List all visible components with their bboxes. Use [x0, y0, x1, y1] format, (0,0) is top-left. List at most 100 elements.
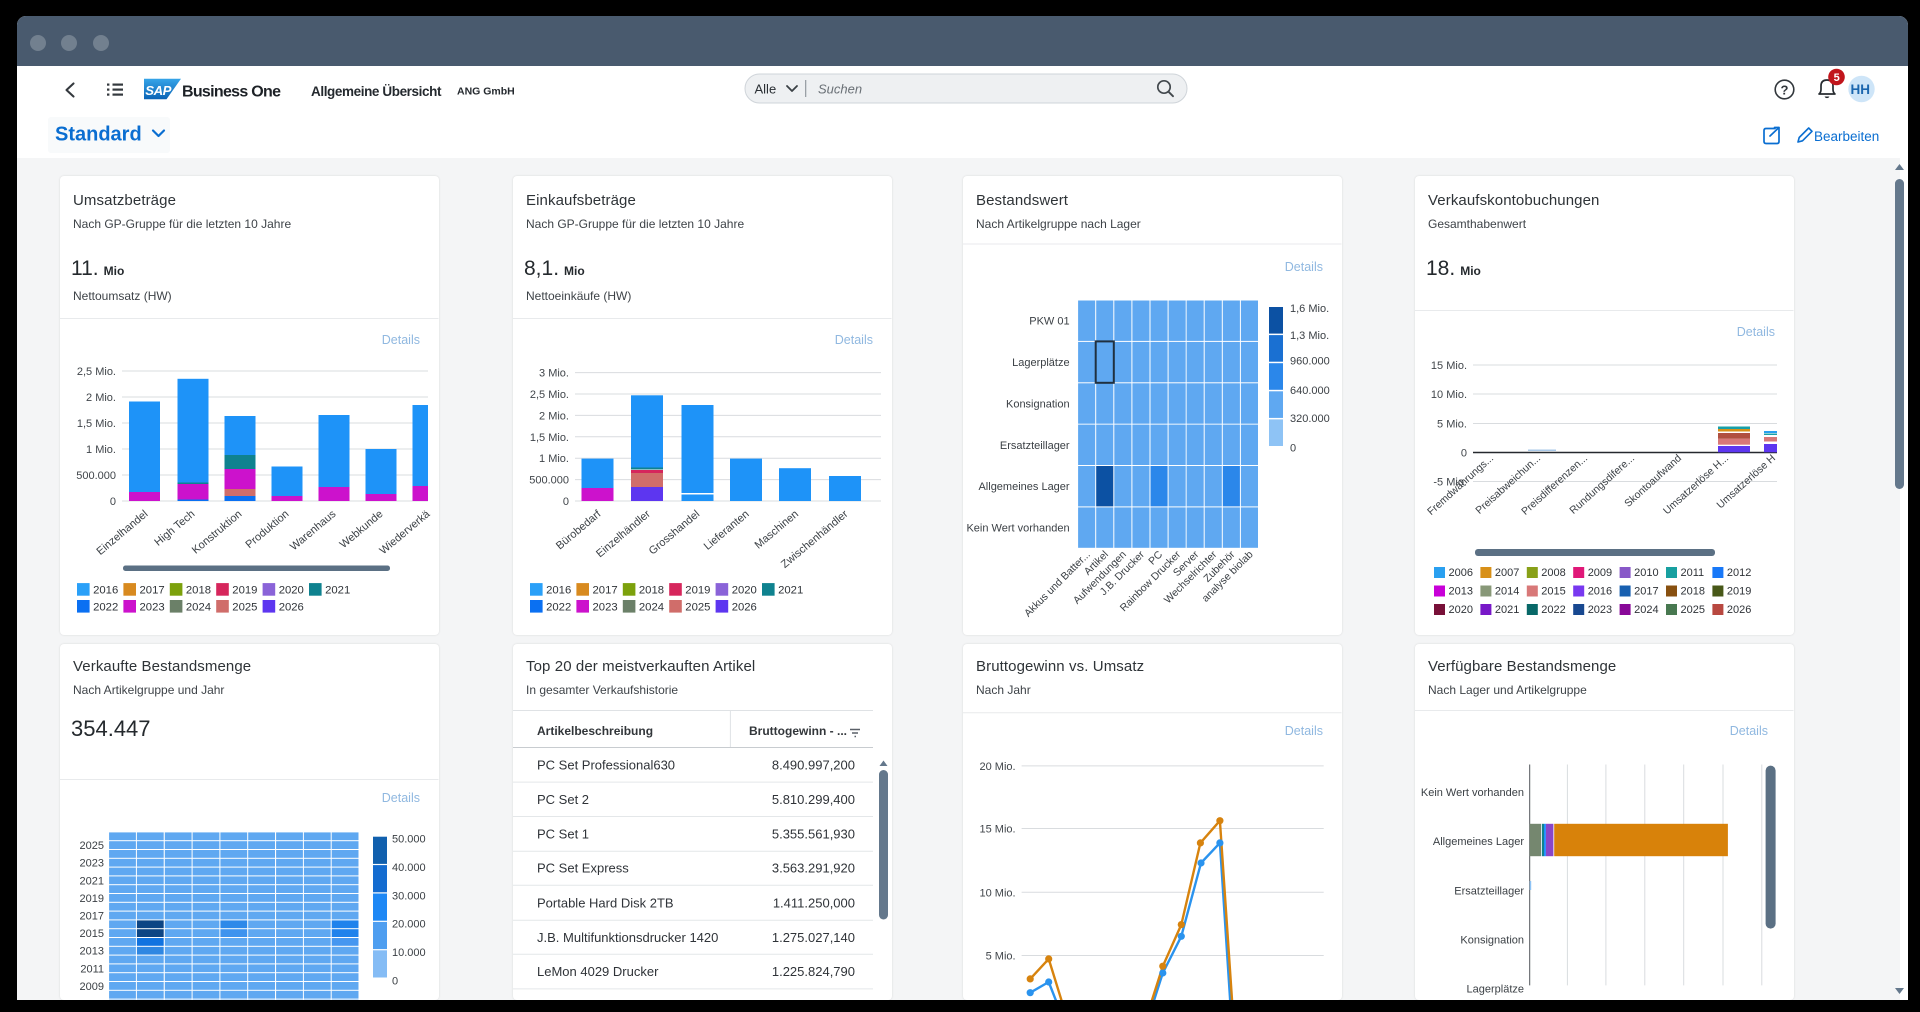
- svg-text:1,5 Mio.: 1,5 Mio.: [77, 418, 116, 430]
- svg-text:Allgemeines Lager: Allgemeines Lager: [978, 481, 1069, 493]
- svg-text:2012: 2012: [1727, 567, 1751, 579]
- svg-text:2013: 2013: [1449, 586, 1473, 598]
- svg-text:2022: 2022: [93, 602, 118, 614]
- svg-text:Artikelbeschreibung: Artikelbeschreibung: [537, 724, 653, 738]
- svg-text:2009: 2009: [1588, 567, 1612, 579]
- svg-text:2021: 2021: [1495, 604, 1519, 616]
- svg-text:Lagerplätze: Lagerplätze: [1012, 357, 1070, 369]
- svg-text:PC Set 1: PC Set 1: [537, 826, 589, 841]
- svg-text:3.563.291,920: 3.563.291,920: [772, 860, 855, 875]
- svg-text:PC Set Professional630: PC Set Professional630: [537, 757, 675, 772]
- svg-text:Business One: Business One: [182, 84, 281, 101]
- svg-text:2015: 2015: [80, 928, 104, 940]
- svg-text:2025: 2025: [232, 602, 257, 614]
- svg-text:2020: 2020: [1449, 604, 1473, 616]
- svg-text:2016: 2016: [546, 585, 571, 597]
- svg-text:5 Mio.: 5 Mio.: [1437, 419, 1467, 431]
- svg-text:40.000: 40.000: [392, 861, 426, 873]
- svg-text:Details: Details: [382, 791, 420, 805]
- svg-text:2021: 2021: [778, 585, 803, 597]
- svg-text:Standard: Standard: [55, 124, 142, 146]
- svg-text:2015: 2015: [1541, 586, 1565, 598]
- svg-text:Suchen: Suchen: [818, 82, 862, 97]
- svg-text:ANG GmbH: ANG GmbH: [457, 86, 515, 98]
- svg-text:500.000: 500.000: [529, 475, 569, 487]
- svg-text:2017: 2017: [140, 585, 165, 597]
- svg-text:2019: 2019: [232, 585, 257, 597]
- svg-text:2022: 2022: [546, 602, 571, 614]
- svg-text:2008: 2008: [1541, 567, 1565, 579]
- svg-text:SAP: SAP: [145, 83, 171, 98]
- svg-text:Kein Wert vorhanden: Kein Wert vorhanden: [1421, 787, 1524, 799]
- svg-text:Bearbeiten: Bearbeiten: [1814, 129, 1879, 144]
- svg-text:10 Mio.: 10 Mio.: [980, 887, 1016, 899]
- svg-text:Details: Details: [1285, 260, 1323, 274]
- svg-text:Maschinen: Maschinen: [753, 508, 801, 551]
- svg-text:High Tech: High Tech: [152, 508, 197, 549]
- svg-text:20.000: 20.000: [392, 918, 426, 930]
- svg-text:2019: 2019: [80, 892, 104, 904]
- svg-text:2006: 2006: [1449, 567, 1473, 579]
- svg-text:1,6 Mio.: 1,6 Mio.: [1290, 303, 1329, 315]
- svg-text:15 Mio.: 15 Mio.: [1431, 360, 1467, 372]
- svg-text:2023: 2023: [593, 602, 618, 614]
- svg-text:15 Mio.: 15 Mio.: [980, 823, 1016, 835]
- svg-text:2 Mio.: 2 Mio.: [539, 410, 569, 422]
- svg-text:0: 0: [110, 496, 116, 508]
- svg-text:Ersatzteillager: Ersatzteillager: [1454, 885, 1524, 897]
- svg-text:3 Mio.: 3 Mio.: [539, 368, 569, 380]
- svg-text:Grosshandel: Grosshandel: [647, 508, 702, 557]
- svg-text:2025: 2025: [1681, 604, 1705, 616]
- svg-text:2026: 2026: [732, 602, 757, 614]
- svg-text:Bürobedarf: Bürobedarf: [554, 508, 604, 553]
- svg-text:2016: 2016: [93, 585, 118, 597]
- svg-text:5.355.561,930: 5.355.561,930: [772, 826, 855, 841]
- svg-text:HH: HH: [1851, 82, 1871, 97]
- svg-text:1.225.824,790: 1.225.824,790: [772, 964, 855, 979]
- svg-text:J.B. Multifunktionsdrucker 142: J.B. Multifunktionsdrucker 1420: [537, 929, 718, 944]
- svg-text:2013: 2013: [80, 945, 104, 957]
- svg-text:2011: 2011: [80, 963, 104, 975]
- svg-text:2024: 2024: [186, 602, 211, 614]
- svg-text:0: 0: [563, 496, 569, 508]
- svg-text:10 Mio.: 10 Mio.: [1431, 389, 1467, 401]
- svg-text:2018: 2018: [639, 585, 664, 597]
- svg-text:2019: 2019: [685, 585, 710, 597]
- svg-text:Einzelhandel: Einzelhandel: [94, 508, 150, 558]
- svg-text:2 Mio.: 2 Mio.: [86, 392, 116, 404]
- svg-text:2025: 2025: [80, 840, 104, 852]
- svg-text:2009: 2009: [80, 980, 104, 992]
- svg-text:Allgemeines Lager: Allgemeines Lager: [1433, 836, 1524, 848]
- svg-text:Webkunde: Webkunde: [338, 508, 386, 551]
- svg-text:Alle: Alle: [755, 82, 777, 97]
- svg-text:Wiederverkä: Wiederverkä: [377, 508, 433, 557]
- svg-text:LeMon 4029 Drucker: LeMon 4029 Drucker: [537, 964, 659, 979]
- svg-text:8.490.997,200: 8.490.997,200: [772, 757, 855, 772]
- svg-text:10.000: 10.000: [392, 947, 426, 959]
- svg-text:2026: 2026: [279, 602, 304, 614]
- svg-text:0: 0: [1461, 448, 1467, 460]
- svg-text:1 Mio.: 1 Mio.: [86, 444, 116, 456]
- svg-text:2017: 2017: [593, 585, 618, 597]
- svg-text:5.810.299,400: 5.810.299,400: [772, 791, 855, 806]
- svg-text:1,5 Mio.: 1,5 Mio.: [530, 432, 569, 444]
- svg-text:2007: 2007: [1495, 567, 1519, 579]
- svg-text:2019: 2019: [1727, 586, 1751, 598]
- svg-text:1.275.027,140: 1.275.027,140: [772, 929, 855, 944]
- svg-text:50.000: 50.000: [392, 833, 426, 845]
- svg-text:5 Mio.: 5 Mio.: [986, 950, 1016, 962]
- svg-text:2024: 2024: [1634, 604, 1658, 616]
- svg-text:2018: 2018: [186, 585, 211, 597]
- svg-text:Allgemeine Übersicht: Allgemeine Übersicht: [311, 84, 442, 99]
- svg-text:640.000: 640.000: [1290, 385, 1330, 397]
- svg-text:Ersatzteillager: Ersatzteillager: [1000, 440, 1070, 452]
- svg-text:2023: 2023: [140, 602, 165, 614]
- svg-text:2022: 2022: [1541, 604, 1565, 616]
- svg-text:1.411.250,000: 1.411.250,000: [773, 895, 855, 910]
- svg-text:Lieferanten: Lieferanten: [702, 508, 752, 553]
- svg-text:1 Mio.: 1 Mio.: [539, 453, 569, 465]
- svg-text:2017: 2017: [1634, 586, 1658, 598]
- svg-text:2011: 2011: [1681, 567, 1705, 579]
- svg-text:320.000: 320.000: [1290, 413, 1330, 425]
- svg-text:2,5 Mio.: 2,5 Mio.: [530, 389, 569, 401]
